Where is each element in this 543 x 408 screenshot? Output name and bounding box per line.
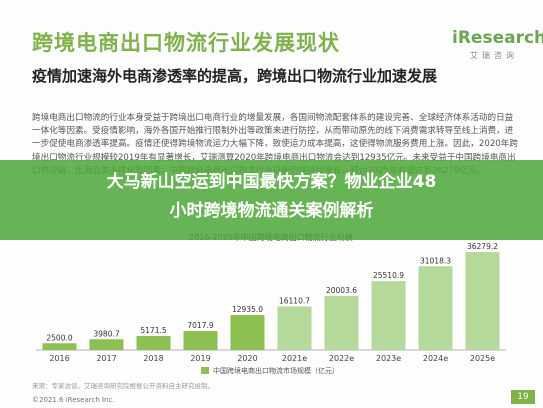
data-label-2017: 3980.7 (93, 329, 119, 338)
copyright: ©2021.6 iResearch Inc. (32, 396, 115, 404)
x-tick-2019: 2019 (190, 354, 210, 363)
x-tick-2024e: 2024e (423, 354, 448, 363)
legend-label: 中国跨境电商出口物流市场规模（亿元） (213, 366, 339, 375)
x-tick-2017: 2017 (96, 354, 116, 363)
legend-swatch (201, 367, 209, 374)
section-subtitle: 疫情加速海外电商渗透率的提高，跨境出口物流行业加速发展 (32, 67, 438, 85)
data-label-2023e: 25510.9 (373, 271, 404, 280)
banner-line-1: 大马新山空运到中国最快方案？物业企业48 (106, 172, 437, 192)
page-title: 跨境电商出口物流行业发展现状 (32, 31, 340, 55)
x-tick-2020: 2020 (237, 354, 257, 363)
bar-2023e (371, 281, 406, 350)
data-label-2020: 12935.0 (232, 305, 263, 314)
bar-2019 (183, 331, 218, 350)
data-label-2019: 7017.9 (187, 321, 213, 330)
data-label-2021e: 16110.7 (279, 297, 310, 306)
x-tick-2021e: 2021e (282, 354, 307, 363)
page-number: 19 (511, 390, 535, 404)
bar-2022e (324, 295, 359, 350)
bar-2020 (230, 315, 265, 350)
bar-2024e (418, 266, 453, 350)
data-label-2022e: 20003.6 (326, 286, 357, 295)
data-label-2025e: 36279.2 (467, 242, 498, 251)
x-tick-2023e: 2023e (376, 354, 401, 363)
x-tick-2025e: 2025e (470, 354, 495, 363)
bar-2018 (136, 336, 171, 350)
data-label-2018: 5171.5 (140, 326, 166, 335)
data-label-2024e: 31018.3 (420, 256, 451, 265)
bar-chart: 2016-2025年中国跨境电商出口物流行业规模2500.020163980.7… (36, 232, 506, 375)
x-tick-2018: 2018 (143, 354, 163, 363)
overlay-banner (0, 160, 543, 240)
source-note: 来源：专家访谈，艾瑞咨询研究院根据公开资料自主研究绘制。 (32, 382, 214, 390)
brand-subtitle: 艾瑞咨询 (470, 51, 518, 60)
bar-2017 (89, 339, 124, 350)
banner-line-2: 小时跨境物流通关案例解析 (169, 201, 374, 221)
banner-headline[interactable]: 大马新山空运到中国最快方案？物业企业48 小时跨境物流通关案例解析 (0, 168, 543, 226)
x-tick-2016: 2016 (49, 354, 69, 363)
brand-logo: iResearch (452, 28, 543, 48)
data-label-2016: 2500.0 (46, 333, 72, 342)
bar-2016 (42, 343, 77, 350)
bar-2021e (277, 306, 312, 350)
bar-2025e (465, 252, 500, 350)
x-tick-2022e: 2022e (329, 354, 354, 363)
